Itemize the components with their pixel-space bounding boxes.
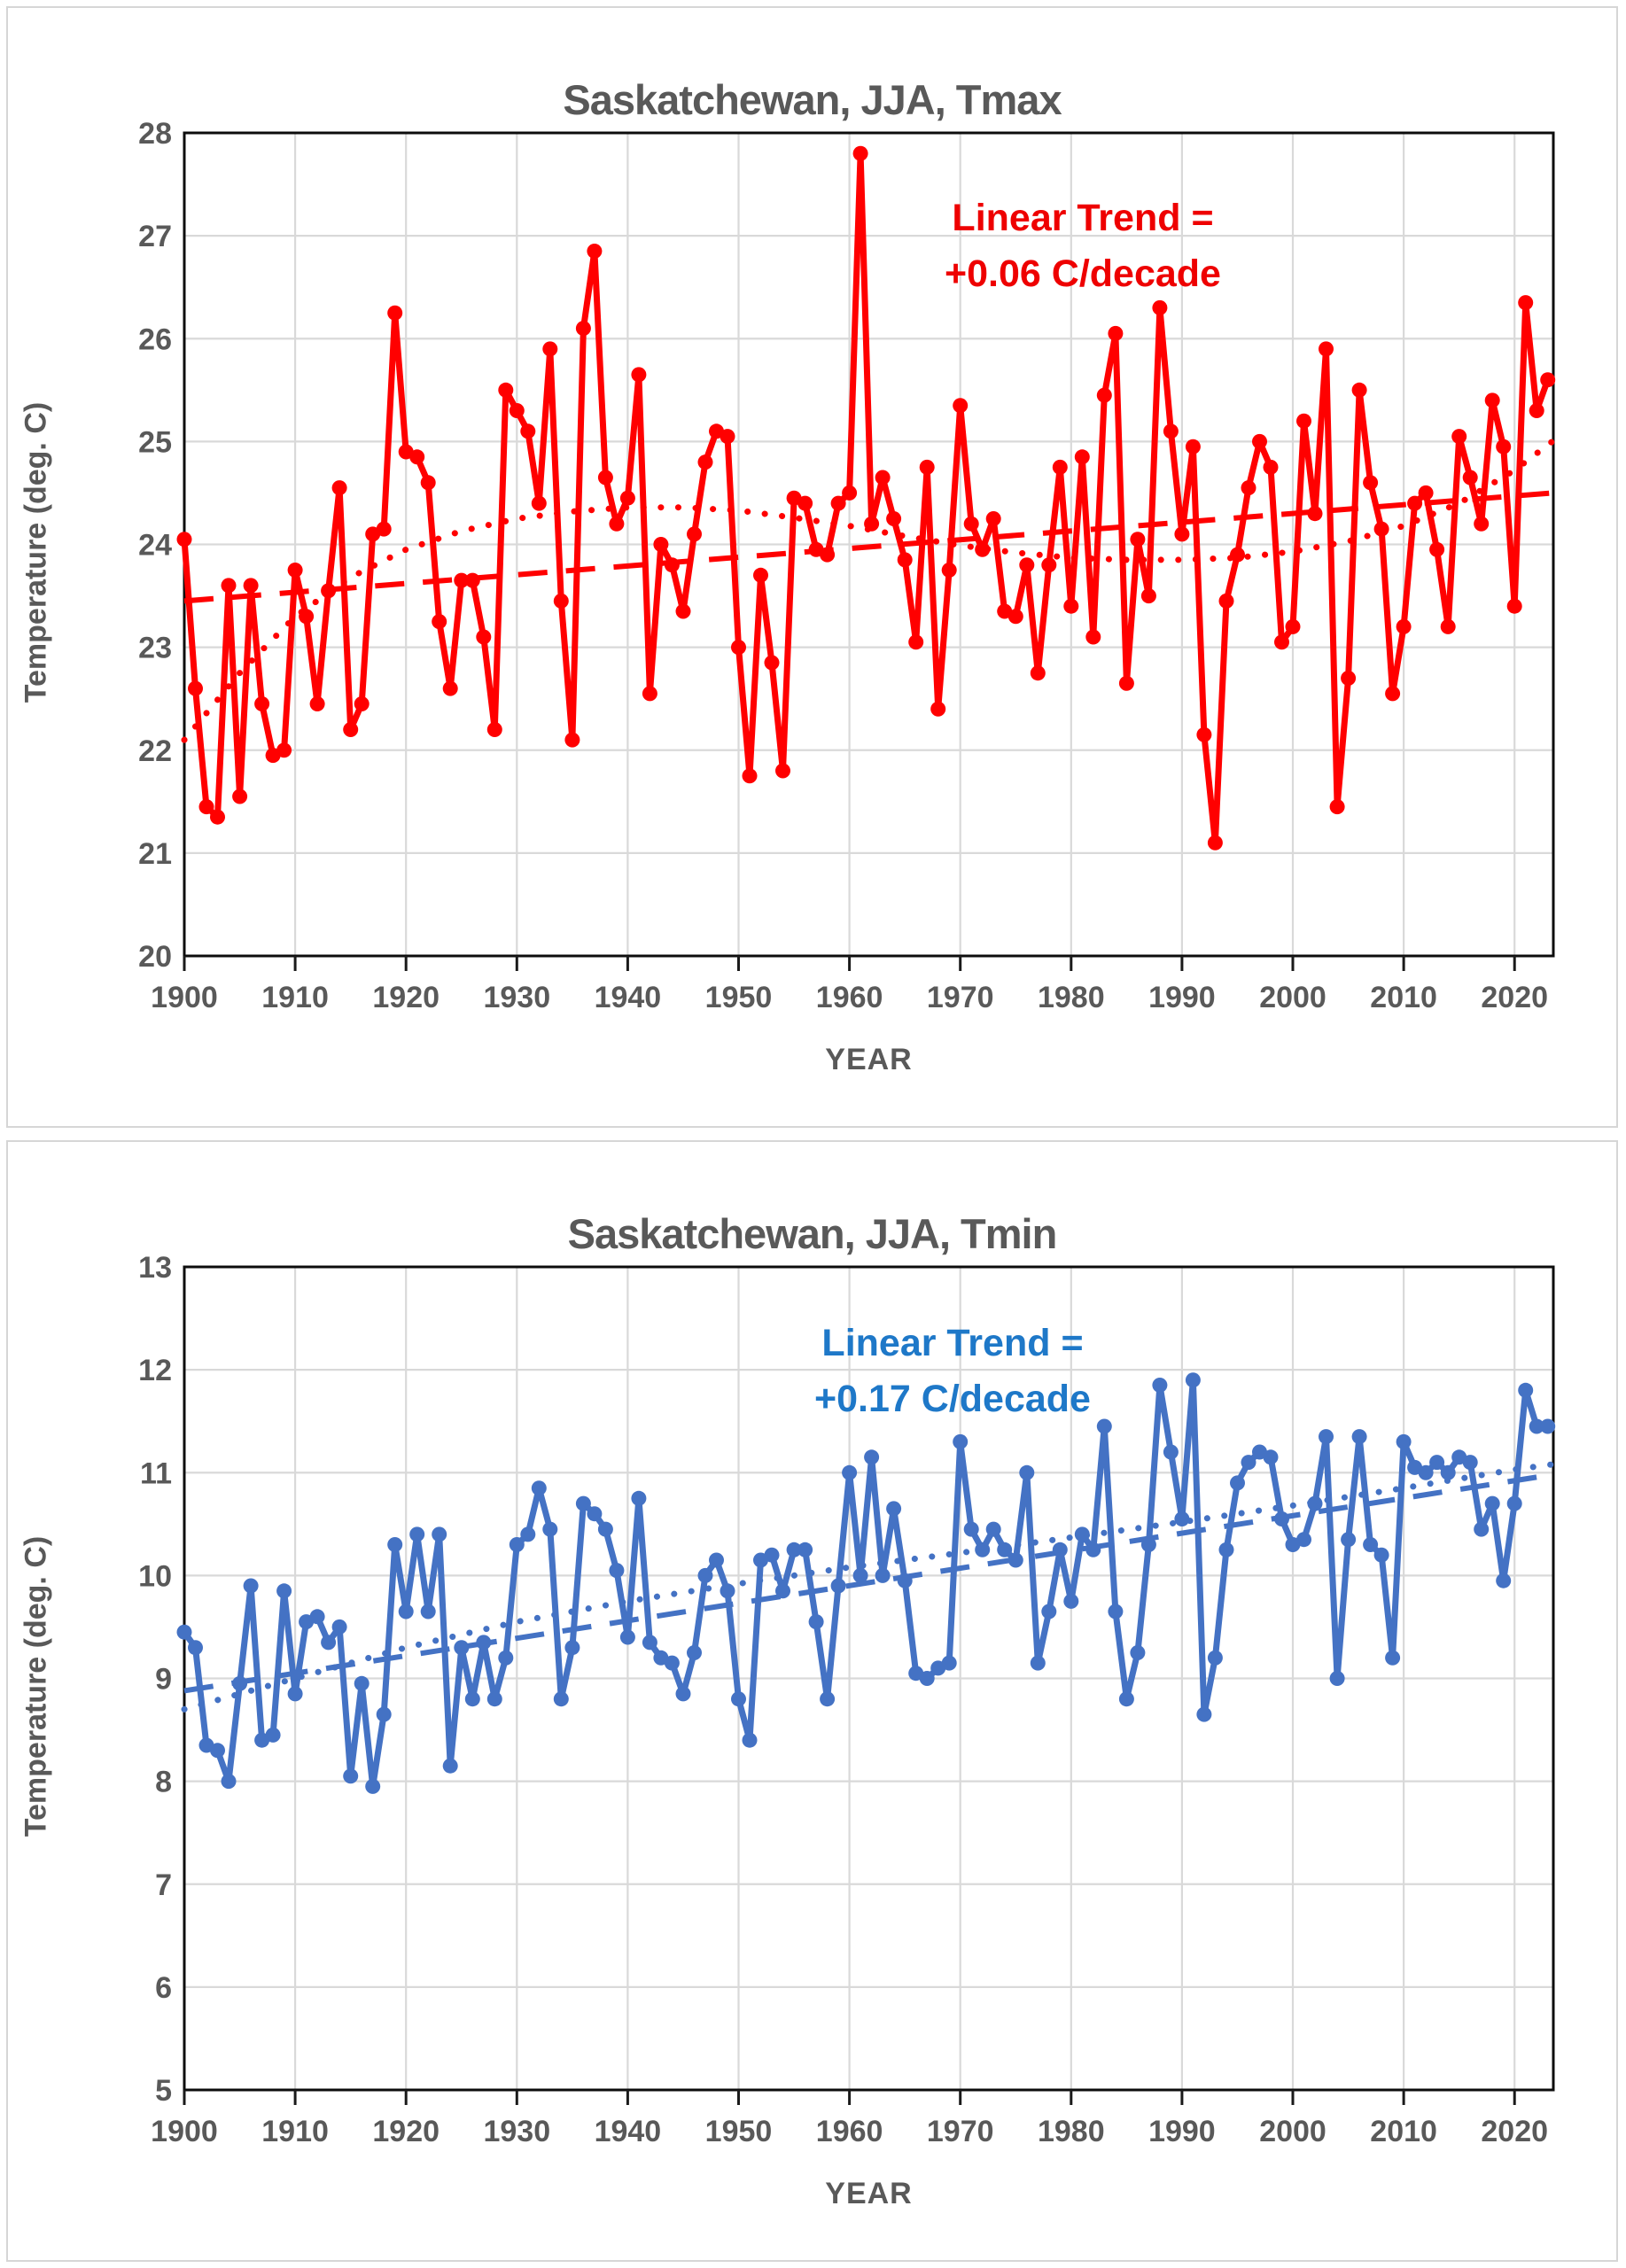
svg-text:1990: 1990 — [1148, 2115, 1216, 2148]
x-axis-label-tmin: YEAR — [825, 2177, 913, 2210]
svg-text:12: 12 — [138, 1354, 172, 1387]
svg-text:1960: 1960 — [816, 2115, 883, 2148]
svg-text:2010: 2010 — [1370, 2115, 1437, 2148]
svg-text:1940: 1940 — [595, 981, 662, 1014]
svg-text:1900: 1900 — [151, 981, 218, 1014]
series-markers — [176, 145, 1556, 850]
svg-text:7: 7 — [155, 1868, 172, 1902]
svg-text:1980: 1980 — [1038, 2115, 1105, 2148]
svg-text:1990: 1990 — [1148, 981, 1216, 1014]
trend-annotation-line1: Linear Trend = — [952, 197, 1214, 239]
svg-text:25: 25 — [138, 425, 172, 459]
chart-panel-tmin: 1900 1910 1920 1930 1940 1950 1960 1970 1980 1990… — [6, 1140, 1618, 2262]
svg-text:23: 23 — [138, 632, 172, 665]
trend-dashed-line — [183, 1472, 1553, 1694]
y-axis-label-tmax: Temperature (deg. C) — [19, 401, 53, 703]
svg-text:20: 20 — [138, 940, 172, 974]
svg-text:1980: 1980 — [1038, 981, 1105, 1014]
svg-text:1910: 1910 — [261, 981, 329, 1014]
y-tick-labels: 20 21 22 23 24 25 26 27 28 — [138, 117, 172, 974]
svg-text:1900: 1900 — [151, 2115, 218, 2148]
svg-text:1950: 1950 — [705, 981, 773, 1014]
svg-text:1950: 1950 — [705, 2115, 773, 2148]
svg-text:1920: 1920 — [372, 981, 440, 1014]
svg-text:1970: 1970 — [927, 2115, 994, 2148]
x-axis-label-tmax: YEAR — [825, 1043, 913, 1076]
svg-text:6: 6 — [155, 1971, 172, 2005]
x-tick-labels: 1900 1910 1920 1930 1940 1950 1960 1970 1980 1990… — [151, 2115, 1548, 2148]
svg-text:2000: 2000 — [1259, 2115, 1326, 2148]
svg-text:1970: 1970 — [927, 981, 994, 1014]
series-line — [181, 150, 1552, 846]
trend-annotation-line2: +0.06 C/decade — [945, 252, 1221, 295]
x-tick-marks — [183, 2090, 1516, 2105]
svg-text:21: 21 — [138, 837, 172, 871]
svg-text:26: 26 — [138, 322, 172, 356]
trend-annotation-tmin: Linear Trend = +0.17 C/decade — [814, 1316, 1091, 1427]
plot-frame — [183, 1265, 1555, 2092]
trend-annotation-line1: Linear Trend = — [821, 1322, 1084, 1364]
trend-annotation-tmax: Linear Trend = +0.06 C/decade — [945, 190, 1221, 302]
svg-text:1960: 1960 — [816, 981, 883, 1014]
chart-title-tmax: Saskatchewan, JJA, Tmax — [563, 76, 1062, 123]
x-tick-marks — [183, 956, 1516, 971]
svg-text:1920: 1920 — [372, 2115, 440, 2148]
svg-text:2010: 2010 — [1370, 981, 1437, 1014]
chart-panel-tmax: 1900 1910 1920 1930 1940 1950 1960 1970 1980 1990… — [6, 6, 1618, 1128]
y-axis-label-tmin: Temperature (deg. C) — [19, 1535, 53, 1837]
chart-title-tmin: Saskatchewan, JJA, Tmin — [567, 1210, 1058, 1257]
svg-text:8: 8 — [155, 1766, 172, 1799]
svg-text:2000: 2000 — [1259, 981, 1326, 1014]
svg-text:27: 27 — [138, 220, 172, 253]
svg-text:10: 10 — [138, 1559, 172, 1593]
svg-text:1940: 1940 — [595, 2115, 662, 2148]
trend-dashed-line — [183, 490, 1552, 604]
svg-text:5: 5 — [155, 2074, 172, 2108]
x-tick-labels: 1900 1910 1920 1930 1940 1950 1960 1970 1980 1990… — [151, 981, 1548, 1014]
svg-text:2020: 2020 — [1481, 981, 1548, 1014]
series-line — [181, 1377, 1552, 1790]
svg-text:13: 13 — [138, 1251, 172, 1285]
trend-annotation-line2: +0.17 C/decade — [814, 1378, 1091, 1420]
svg-text:11: 11 — [140, 1456, 172, 1490]
svg-text:1930: 1930 — [483, 981, 550, 1014]
series-markers — [176, 1372, 1556, 1794]
svg-text:1910: 1910 — [261, 2115, 329, 2148]
svg-text:1930: 1930 — [483, 2115, 550, 2148]
svg-text:9: 9 — [155, 1663, 172, 1697]
svg-text:2020: 2020 — [1481, 2115, 1548, 2148]
tmax-line-chart: 1900 1910 1920 1930 1940 1950 1960 1970 1980 1990… — [138, 117, 1556, 1014]
svg-text:28: 28 — [138, 117, 172, 151]
svg-text:22: 22 — [138, 734, 172, 768]
y-tick-labels: 5 6 7 8 9 10 11 12 13 — [138, 1251, 172, 2108]
svg-text:24: 24 — [138, 529, 172, 563]
tmin-line-chart: 1900 1910 1920 1930 1940 1950 1960 1970 1980 1990… — [138, 1251, 1556, 2148]
